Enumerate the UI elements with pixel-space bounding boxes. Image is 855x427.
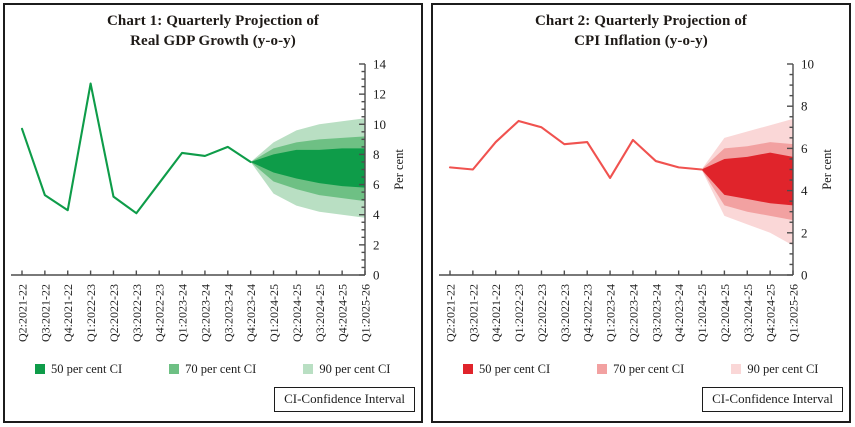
gdp-chart-title: Chart 1: Quarterly Projection of Real GD… — [5, 12, 421, 52]
legend-swatch-70ci-icon — [597, 364, 608, 375]
cpi-chart-title-line1: Chart 2: Quarterly Projection of — [534, 13, 748, 29]
cpi-chart-title-line2: CPI Inflation (y-o-y) — [574, 32, 708, 49]
svg-text:2: 2 — [801, 225, 808, 240]
svg-text:4: 4 — [801, 183, 808, 198]
svg-text:Q2:2021-22: Q2:2021-22 — [16, 284, 30, 342]
svg-text:Q1:2025-26: Q1:2025-26 — [359, 284, 373, 342]
svg-text:8: 8 — [373, 147, 380, 162]
svg-text:Q3:2023-24: Q3:2023-24 — [221, 284, 235, 342]
legend-item-90ci: 90 per cent CI — [731, 362, 818, 377]
legend-label-90ci: 90 per cent CI — [747, 361, 819, 376]
svg-text:Q3:2022-23: Q3:2022-23 — [130, 284, 144, 342]
gdp-fan-chart-canvas: 0 2 4 6 8 10 12 14 Q2:2021-22 Q3:2021-22 Q4:2021-2… — [11, 56, 406, 342]
svg-text:Q3:2023-24: Q3:2023-24 — [649, 284, 663, 342]
svg-text:12: 12 — [373, 86, 386, 101]
svg-text:Q4:2023-24: Q4:2023-24 — [672, 284, 686, 342]
cpi-fan-bands — [701, 118, 793, 246]
legend-label-70ci: 70 per cent CI — [613, 361, 685, 376]
gdp-x-tick-labels: Q2:2021-22 Q3:2021-22 Q4:2021-22 Q1:2022-23… — [16, 284, 373, 342]
svg-text:10: 10 — [801, 56, 814, 71]
svg-text:14: 14 — [373, 56, 387, 71]
svg-text:Q4:2023-24: Q4:2023-24 — [244, 284, 258, 342]
svg-text:0: 0 — [373, 267, 380, 282]
gdp-axes — [11, 62, 366, 276]
legend-item-50ci: 50 per cent CI — [35, 362, 122, 377]
svg-text:Q2:2023-24: Q2:2023-24 — [198, 284, 212, 342]
legend-item-70ci: 70 per cent CI — [169, 362, 256, 377]
legend-item-90ci: 90 per cent CI — [303, 362, 390, 377]
legend-item-70ci: 70 per cent CI — [597, 362, 684, 377]
gdp-actual-line — [20, 82, 252, 214]
legend-label-90ci: 90 per cent CI — [319, 361, 391, 376]
svg-text:Q3:2021-22: Q3:2021-22 — [38, 284, 52, 342]
cpi-fan-chart-canvas: 0 2 4 6 8 10 Q2:2021-22 Q3:2021-22 Q4:2021-22 Q1:… — [439, 56, 834, 342]
svg-text:Q2:2023-24: Q2:2023-24 — [626, 284, 640, 342]
svg-text:Q4:2021-22: Q4:2021-22 — [61, 284, 75, 342]
svg-text:Q3:2022-23: Q3:2022-23 — [558, 284, 572, 342]
svg-text:Q3:2024-25: Q3:2024-25 — [313, 284, 327, 342]
svg-text:8: 8 — [801, 98, 808, 113]
gdp-chart-panel: Chart 1: Quarterly Projection of Real GD… — [3, 3, 423, 423]
svg-text:Q2:2024-25: Q2:2024-25 — [290, 284, 304, 342]
legend-item-50ci: 50 per cent CI — [463, 362, 550, 377]
gdp-band-50-per-cent-CI — [250, 147, 365, 188]
legend-swatch-50ci-icon — [35, 364, 45, 375]
cpi-x-tick-labels: Q2:2021-22 Q3:2021-22 Q4:2021-22 Q1:2022-23… — [444, 284, 801, 342]
cpi-chart-panel: Chart 2: Quarterly Projection of CPI Inf… — [431, 3, 851, 423]
svg-text:Q2:2022-23: Q2:2022-23 — [107, 284, 121, 342]
gdp-y-axis-title: Per cent — [392, 148, 406, 189]
svg-text:Q4:2024-25: Q4:2024-25 — [336, 284, 350, 342]
svg-text:Q2:2022-23: Q2:2022-23 — [535, 284, 549, 342]
svg-text:10: 10 — [373, 116, 386, 131]
gdp-fan-bands — [250, 117, 365, 218]
gdp-ci-note-box: CI-Confidence Interval — [274, 387, 415, 412]
svg-text:Q2:2024-25: Q2:2024-25 — [718, 284, 732, 342]
svg-text:Q1:2024-25: Q1:2024-25 — [695, 284, 709, 342]
svg-text:Q4:2021-22: Q4:2021-22 — [489, 284, 503, 342]
gdp-chart-title-line2: Real GDP Growth (y-o-y) — [130, 32, 296, 49]
svg-text:Q4:2022-23: Q4:2022-23 — [581, 284, 595, 342]
cpi-band-50-per-cent-CI — [701, 152, 793, 205]
cpi-y-tick-labels: 0 2 4 6 8 10 — [801, 56, 814, 282]
legend-label-50ci: 50 per cent CI — [479, 361, 551, 376]
svg-text:6: 6 — [801, 140, 808, 155]
gdp-legend: 50 per cent CI 70 per cent CI 90 per cen… — [5, 362, 421, 377]
svg-text:Q1:2025-26: Q1:2025-26 — [787, 284, 801, 342]
svg-text:Q4:2022-23: Q4:2022-23 — [153, 284, 167, 342]
cpi-ci-note-box: CI-Confidence Interval — [702, 387, 843, 412]
legend-swatch-90ci-icon — [303, 364, 314, 375]
cpi-axes — [439, 62, 794, 276]
legend-swatch-50ci-icon — [463, 364, 473, 375]
svg-text:Q1:2022-23: Q1:2022-23 — [84, 284, 98, 342]
svg-text:4: 4 — [373, 207, 380, 222]
svg-text:2: 2 — [373, 237, 380, 252]
cpi-actual-line — [448, 119, 703, 179]
cpi-legend: 50 per cent CI 70 per cent CI 90 per cen… — [433, 362, 849, 377]
legend-label-50ci: 50 per cent CI — [51, 361, 123, 376]
svg-text:Q4:2024-25: Q4:2024-25 — [764, 284, 778, 342]
svg-text:Q1:2023-24: Q1:2023-24 — [604, 284, 618, 342]
gdp-y-tick-labels: 0 2 4 6 8 10 12 14 — [373, 56, 387, 282]
gdp-chart-title-line1: Chart 1: Quarterly Projection of — [106, 13, 320, 29]
legend-swatch-90ci-icon — [731, 364, 742, 375]
legend-label-70ci: 70 per cent CI — [185, 361, 257, 376]
svg-text:Q1:2023-24: Q1:2023-24 — [176, 284, 190, 342]
cpi-y-axis-title: Per cent — [820, 148, 834, 189]
svg-text:Q2:2021-22: Q2:2021-22 — [444, 284, 458, 342]
svg-text:Q1:2024-25: Q1:2024-25 — [267, 284, 281, 342]
legend-swatch-70ci-icon — [169, 364, 180, 375]
svg-text:6: 6 — [373, 177, 380, 192]
svg-text:0: 0 — [801, 267, 808, 282]
svg-text:Q1:2022-23: Q1:2022-23 — [512, 284, 526, 342]
svg-text:Q3:2024-25: Q3:2024-25 — [741, 284, 755, 342]
cpi-chart-title: Chart 2: Quarterly Projection of CPI Inf… — [433, 12, 849, 52]
svg-text:Q3:2021-22: Q3:2021-22 — [466, 284, 480, 342]
